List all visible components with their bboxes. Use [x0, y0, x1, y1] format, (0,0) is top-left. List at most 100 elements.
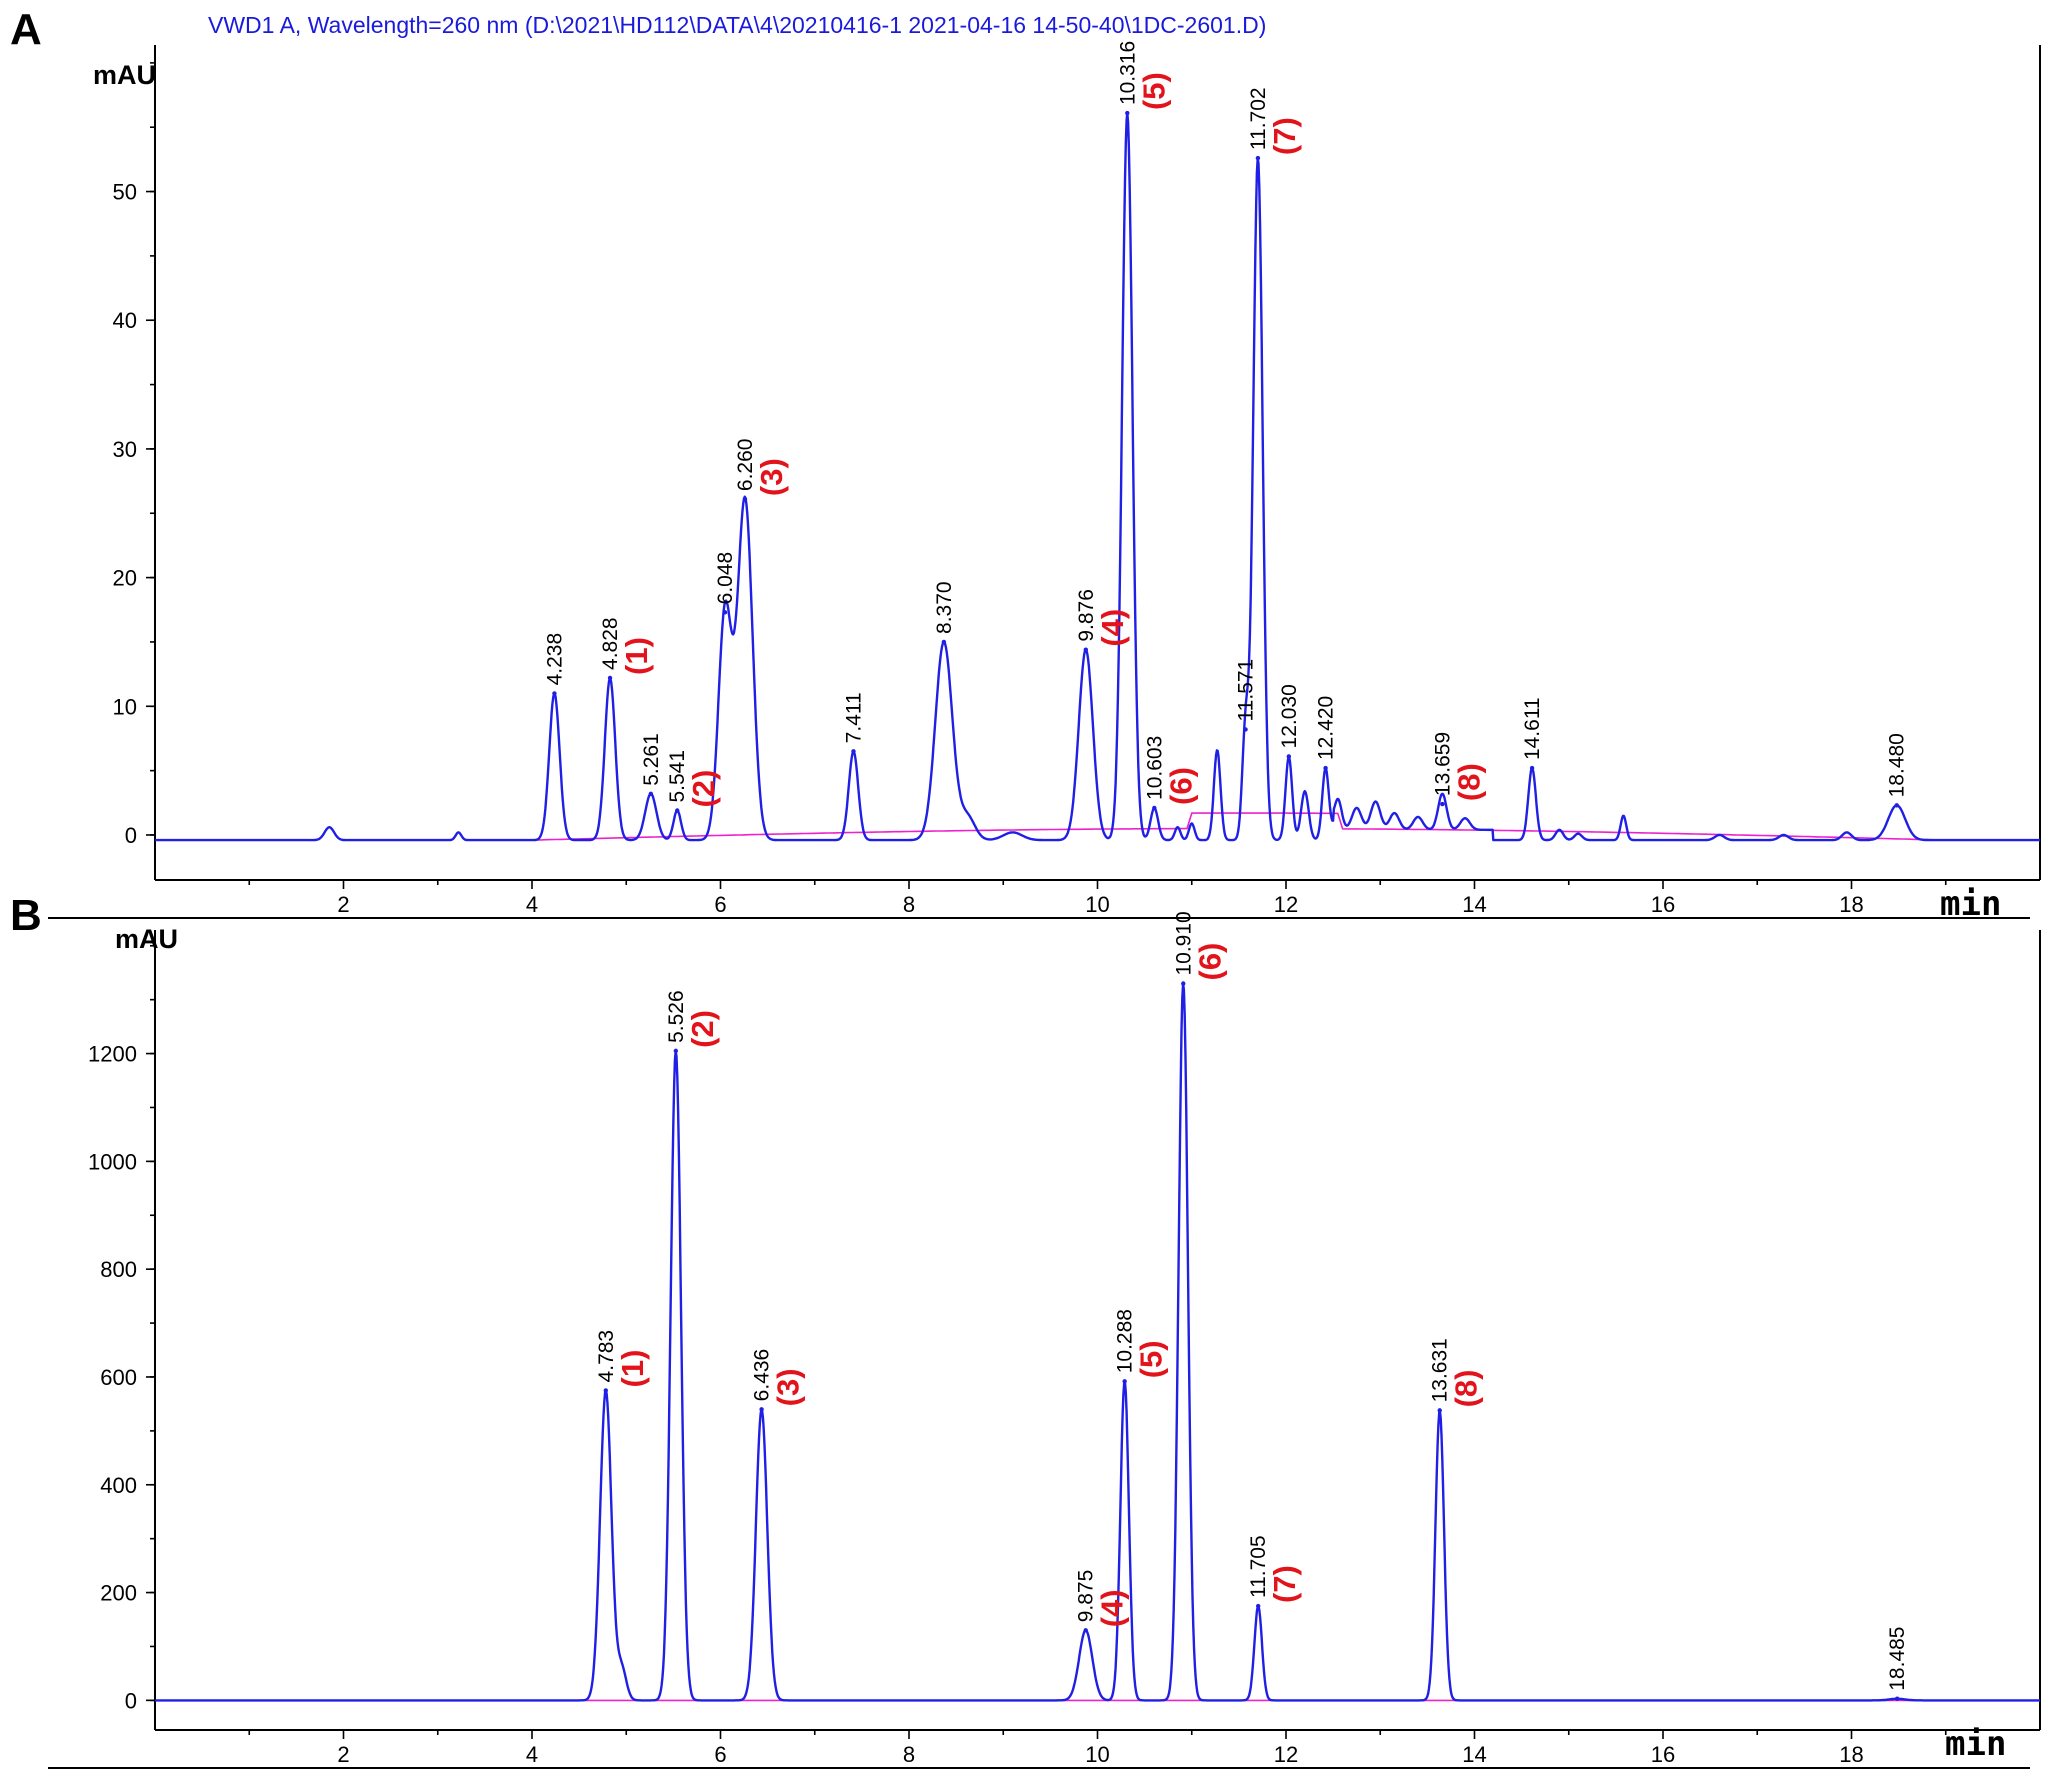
panel-a-peak-retention-label: 18.480 — [1886, 733, 1909, 797]
panel-a-peak-retention-label: 9.876 — [1075, 589, 1098, 642]
panel-b-compound-label: (2) — [685, 1010, 720, 1048]
panel-b-y-tick-label: 0 — [125, 1688, 137, 1713]
panel-a-peak-retention-label: 7.411 — [842, 692, 865, 743]
panel-a-peak-retention-label: 13.659 — [1431, 732, 1454, 796]
panel-a-compound-label: (7) — [1267, 117, 1302, 155]
panel-a-chromatogram-trace — [154, 111, 2041, 842]
panel-b-x-unit-label: min — [1945, 1724, 2006, 1764]
panel-b-chromatogram-trace — [154, 982, 2041, 1702]
panel-b-peak-retention-label: 10.910 — [1172, 911, 1195, 975]
panel-a-peak-retention-label: 10.603 — [1143, 736, 1166, 800]
panel-b-compound-label: (3) — [771, 1368, 806, 1406]
panel-a-peak-apex — [1323, 765, 1328, 771]
panel-b-letter: B — [10, 891, 42, 940]
panel-b-x-tick-label: 14 — [1462, 1742, 1486, 1767]
panel-a-peak-apex — [648, 791, 654, 796]
panel-b-compound-label: (8) — [1449, 1369, 1484, 1407]
panel-b-x-tick-label: 8 — [903, 1742, 915, 1767]
panel-b-compound-label: (6) — [1192, 943, 1227, 981]
panel-a-peak-apex — [1255, 155, 1261, 161]
panel-b-y-tick-label: 200 — [100, 1581, 137, 1606]
panel-a-x-tick-label: 8 — [903, 892, 915, 917]
panel-b-peak-apex — [1122, 1379, 1127, 1384]
panel-a-compound-label: (5) — [1136, 72, 1171, 110]
panel-b-peak-retention-label: 6.436 — [751, 1349, 774, 1402]
panel-a-peak-retention-label: 10.316 — [1116, 41, 1139, 105]
panel-a-y-tick-label: 20 — [113, 566, 137, 591]
panel-b-y-tick-label: 600 — [100, 1365, 137, 1390]
panel-a-peak-retention-label: 12.030 — [1278, 684, 1301, 748]
panel-b-x-tick-label: 16 — [1651, 1742, 1675, 1767]
panel-a-peak-apex — [1083, 647, 1089, 652]
panel-a-peak-retention-label: 12.420 — [1315, 696, 1338, 760]
panel-a-peak-retention-label: 6.260 — [734, 439, 757, 492]
panel-b-y-unit-label: mAU — [115, 924, 178, 954]
panel-a-peak-retention-label: 4.238 — [543, 633, 566, 686]
panel-a-compound-label: (1) — [619, 637, 654, 675]
panel-b-peak-retention-label: 18.485 — [1886, 1627, 1909, 1691]
panel-a-x-tick-label: 14 — [1462, 892, 1486, 917]
panel-a-x-tick-label: 18 — [1839, 892, 1863, 917]
panel-a-x-tick-label: 2 — [337, 892, 349, 917]
panel-a-x-tick-label: 4 — [526, 892, 538, 917]
panel-a-peak-apex — [1440, 801, 1445, 807]
panel-a-x-tick-label: 10 — [1085, 892, 1109, 917]
panel-a-peak-apex — [1894, 803, 1899, 808]
panel-b-peak-apex — [1255, 1603, 1261, 1609]
panel-a-peak-apex — [1529, 765, 1535, 771]
panel-a-peak-apex — [941, 639, 947, 645]
panel-a-compound-label: (2) — [686, 770, 721, 808]
panel-a-compound-label: (4) — [1095, 609, 1130, 647]
panel-a-peak-retention-label: 5.541 — [666, 750, 689, 803]
panel-a-y-tick-label: 30 — [113, 437, 137, 462]
panel-b-x-tick-label: 6 — [714, 1742, 726, 1767]
panel-a-peak-retention-label: 11.702 — [1247, 87, 1270, 150]
panel-a-x-tick-label: 12 — [1274, 892, 1298, 917]
panel-b-peak-retention-label: 4.783 — [595, 1330, 618, 1383]
panel-a-y-tick-label: 50 — [113, 180, 137, 205]
panel-b-x-tick-label: 10 — [1085, 1742, 1109, 1767]
panel-a-peak-apex — [722, 610, 728, 615]
panel-a-compound-label: (8) — [1451, 763, 1486, 801]
panel-a-header: VWD1 A, Wavelength=260 nm (D:\2021\HD112… — [208, 12, 1266, 38]
panel-b-x-tick-label: 4 — [526, 1742, 538, 1767]
panel-a-y-tick-label: 10 — [113, 694, 137, 719]
panel-a-peak-apex — [552, 691, 557, 696]
panel-a-peak-retention-label: 11.571 — [1235, 659, 1258, 722]
panel-a-peak-apex — [1125, 110, 1130, 116]
panel-b-compound-label: (4) — [1095, 1589, 1130, 1627]
panel-a-peak-apex — [1243, 727, 1248, 732]
panel-a-peak-apex — [675, 808, 680, 813]
panel-a-letter: A — [10, 5, 42, 54]
panel-b-x-tick-label: 2 — [337, 1742, 349, 1767]
panel-b-peak-apex — [673, 1048, 679, 1054]
panel-b-peak-retention-label: 10.288 — [1114, 1309, 1137, 1373]
panel-a-peak-apex — [742, 496, 748, 502]
panel-b-x-tick-label: 12 — [1274, 1742, 1298, 1767]
panel-a-compound-label: (6) — [1163, 767, 1198, 805]
panel-a-peak-retention-label: 8.370 — [933, 581, 956, 634]
panel-a-peak-apex — [1286, 754, 1292, 759]
panel-a-peak-apex — [1152, 805, 1157, 811]
panel-a-x-tick-label: 6 — [714, 892, 726, 917]
panel-b-peak-apex — [1083, 1628, 1088, 1633]
panel-a-peak-retention-label: 6.048 — [714, 552, 737, 605]
panel-b-peak-apex — [1181, 981, 1186, 986]
panel-a-x-tick-label: 16 — [1651, 892, 1675, 917]
panel-b-peak-retention-label: 11.705 — [1247, 1535, 1270, 1598]
panel-a-peak-apex — [851, 749, 856, 754]
panel-b-compound-label: (5) — [1134, 1340, 1169, 1378]
panel-b-x-tick-label: 18 — [1839, 1742, 1863, 1767]
panel-b-y-tick-label: 1200 — [88, 1042, 137, 1067]
panel-b-peak-apex — [759, 1407, 764, 1412]
panel-b-peak-retention-label: 9.875 — [1075, 1570, 1098, 1623]
panel-b-y-tick-label: 1000 — [88, 1149, 137, 1174]
panel-b-y-tick-label: 400 — [100, 1473, 137, 1498]
panel-a-compound-label: (3) — [754, 458, 789, 496]
panel-b-peak-apex — [1437, 1408, 1442, 1413]
panel-a-peak-retention-label: 14.611 — [1521, 697, 1544, 760]
panel-b-compound-label: (1) — [615, 1350, 650, 1388]
panel-b-peak-retention-label: 5.526 — [665, 990, 688, 1043]
panel-b-peak-retention-label: 13.631 — [1429, 1338, 1452, 1402]
